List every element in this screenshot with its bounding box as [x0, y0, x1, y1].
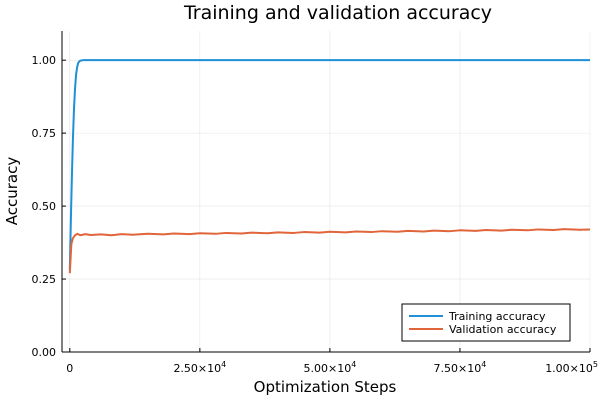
chart-title: Training and validation accuracy — [183, 2, 492, 24]
x-tick-label: 0 — [66, 362, 73, 375]
x-tick-label: 1.00×105 — [545, 360, 598, 375]
series-line-training — [68, 59, 590, 271]
y-tick-label: 0.50 — [32, 200, 57, 213]
x-tick-mantissa: 0 — [66, 362, 73, 375]
y-tick-label: 0.75 — [32, 127, 57, 140]
y-tick-label: 0.25 — [32, 273, 57, 286]
x-tick-mantissa: 5.00×10 — [303, 362, 351, 375]
x-tick-mantissa: 7.50×10 — [434, 362, 482, 375]
tick-layer: 0.000.250.500.751.000 2.50×104 5.00×104 7.5… — [32, 54, 599, 375]
x-tick-exponent: 4 — [481, 360, 486, 369]
x-tick-exponent: 4 — [351, 360, 356, 369]
x-tick-label: 5.00×104 — [303, 360, 356, 375]
legend: Training accuracy Validation accuracy — [401, 303, 571, 342]
x-tick-exponent: 5 — [593, 360, 598, 369]
axes-layer — [61, 31, 590, 353]
legend-box — [401, 303, 571, 342]
x-tick-mantissa: 1.00×10 — [545, 362, 593, 375]
series-line-validation — [68, 228, 591, 274]
series-layer — [68, 59, 591, 274]
x-tick-label: 2.50×104 — [173, 360, 226, 375]
y-tick-label: 1.00 — [32, 54, 57, 67]
x-tick-mantissa: 2.50×10 — [173, 362, 221, 375]
legend-label-validation: Validation accuracy — [449, 323, 557, 336]
x-tick-label: 7.50×104 — [434, 360, 487, 375]
y-tick-label: 0.00 — [32, 346, 57, 359]
legend-label-training: Training accuracy — [448, 310, 546, 323]
y-axis-title: Accuracy — [3, 157, 21, 226]
x-tick-exponent: 4 — [221, 360, 226, 369]
x-axis-title: Optimization Steps — [254, 378, 397, 396]
